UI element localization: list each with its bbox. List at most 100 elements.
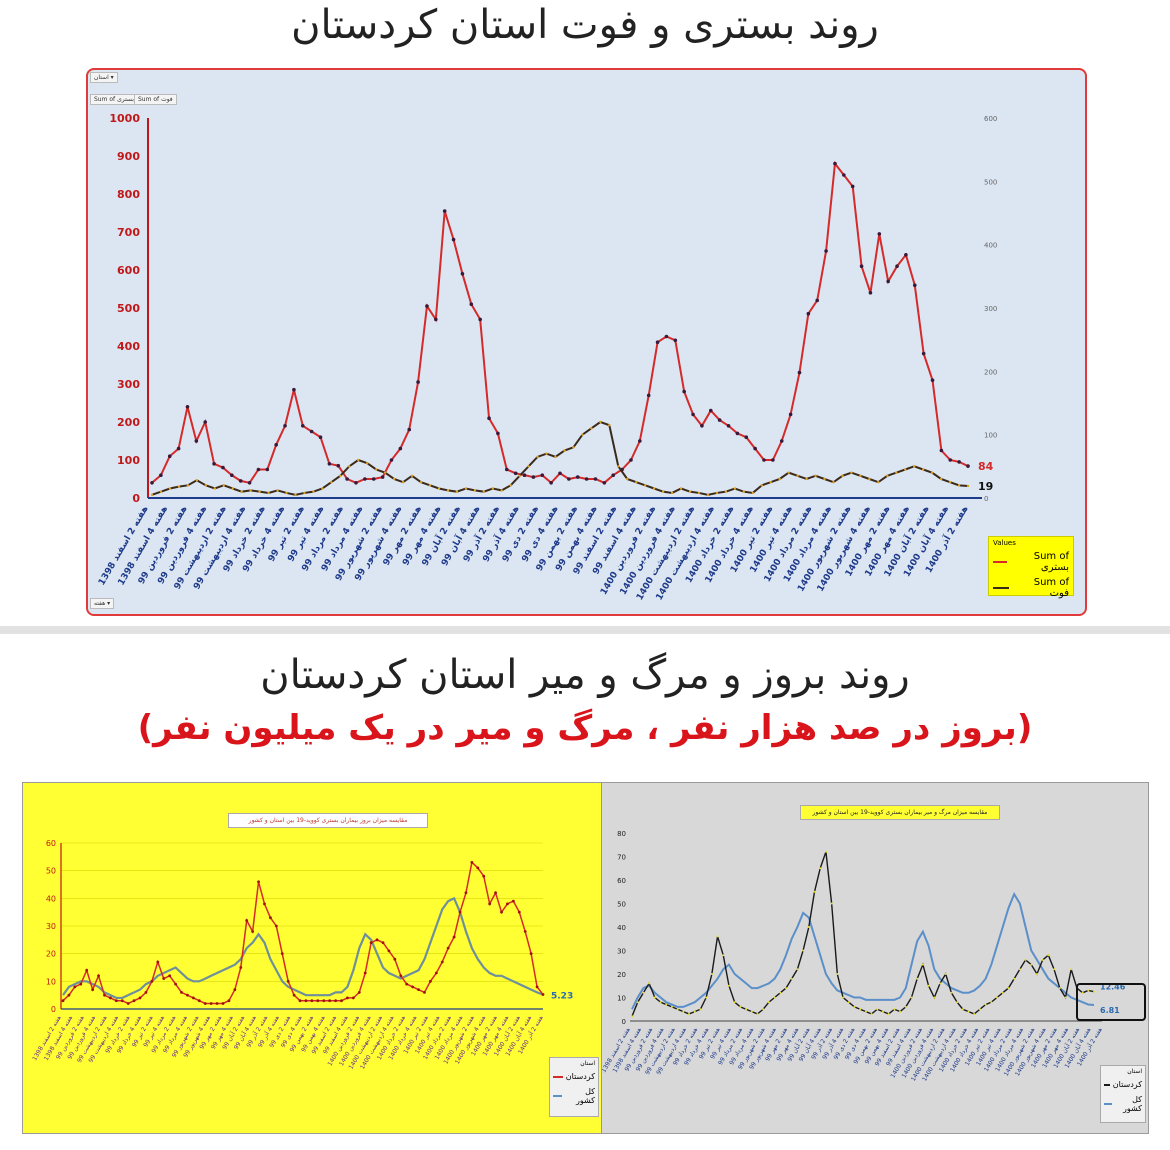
data-point-hospitalized bbox=[238, 479, 243, 483]
data-point-kurdistan bbox=[322, 999, 326, 1003]
data-point-kurdistan bbox=[705, 996, 708, 999]
data-point-hospitalized bbox=[425, 304, 429, 308]
week-filter-button[interactable]: هفته ▾ bbox=[90, 598, 115, 609]
series-line-kurdistan bbox=[631, 851, 1095, 1017]
data-point-kurdistan bbox=[1001, 991, 1004, 994]
data-point-hospitalized bbox=[540, 473, 545, 478]
data-point-kurdistan bbox=[292, 993, 296, 997]
y-tick-label-left: 200 bbox=[117, 416, 140, 429]
data-point-deaths bbox=[348, 465, 351, 468]
data-point-hospitalized bbox=[327, 462, 332, 466]
data-point-deaths bbox=[357, 458, 360, 462]
data-point-kurdistan bbox=[215, 1002, 219, 1005]
data-point-kurdistan bbox=[73, 985, 77, 989]
data-point-kurdistan bbox=[529, 952, 533, 956]
data-point-kurdistan bbox=[67, 993, 71, 997]
data-point-deaths bbox=[509, 484, 512, 487]
data-point-hospitalized bbox=[744, 435, 749, 440]
main-title: روند بستری و فوت استان کردستان bbox=[291, 2, 879, 48]
y-tick-label: 70 bbox=[617, 854, 626, 862]
data-point-kurdistan bbox=[978, 1008, 981, 1011]
data-point-kurdistan bbox=[334, 999, 337, 1003]
data-point-deaths bbox=[410, 474, 414, 478]
data-point-deaths bbox=[159, 490, 163, 493]
data-point-kurdistan bbox=[699, 1008, 702, 1011]
data-point-kurdistan bbox=[517, 910, 521, 914]
data-point-deaths bbox=[850, 471, 853, 474]
data-point-deaths bbox=[177, 485, 181, 488]
data-point-kurdistan bbox=[257, 880, 260, 884]
data-point-deaths bbox=[545, 452, 548, 455]
data-point-hospitalized bbox=[300, 424, 305, 428]
data-point-deaths bbox=[733, 487, 737, 490]
data-point-hospitalized bbox=[611, 473, 616, 478]
data-point-kurdistan bbox=[990, 1001, 993, 1004]
y-tick-label: 10 bbox=[46, 977, 56, 986]
data-point-deaths bbox=[401, 480, 405, 484]
data-point-kurdistan bbox=[97, 974, 100, 978]
data-point-deaths bbox=[886, 474, 889, 478]
y-tick-label: 50 bbox=[617, 901, 626, 909]
data-point-kurdistan bbox=[1024, 958, 1027, 961]
data-point-hospitalized bbox=[726, 424, 731, 428]
data-point-kurdistan bbox=[756, 1012, 759, 1015]
y-tick-label: 60 bbox=[46, 839, 56, 848]
data-point-kurdistan bbox=[762, 1008, 765, 1011]
y-tick-label: 20 bbox=[46, 950, 56, 959]
data-point-kurdistan bbox=[458, 910, 462, 914]
chart-title: مقایسه میزان بروز بیماران بستری کووید-19… bbox=[228, 813, 428, 828]
data-point-kurdistan bbox=[956, 1001, 959, 1004]
data-point-hospitalized bbox=[842, 173, 846, 177]
data-point-kurdistan bbox=[381, 941, 385, 944]
data-point-deaths bbox=[330, 480, 333, 484]
data-point-deaths bbox=[168, 487, 172, 490]
data-point-kurdistan bbox=[340, 999, 343, 1003]
y-tick-label-right: 400 bbox=[984, 242, 997, 250]
data-point-kurdistan bbox=[779, 991, 782, 994]
end-label-country: 6.81 bbox=[1100, 1006, 1120, 1015]
data-point-kurdistan bbox=[446, 946, 450, 950]
data-point-kurdistan bbox=[887, 1012, 890, 1015]
data-point-deaths bbox=[249, 489, 252, 492]
data-point-hospitalized bbox=[806, 311, 811, 316]
data-point-kurdistan bbox=[263, 902, 266, 906]
data-point-kurdistan bbox=[693, 1010, 696, 1013]
section-divider bbox=[0, 626, 1170, 634]
data-point-kurdistan bbox=[286, 979, 290, 983]
data-point-deaths bbox=[832, 480, 835, 484]
data-point-kurdistan bbox=[511, 899, 515, 903]
data-point-kurdistan bbox=[298, 999, 302, 1003]
data-point-hospitalized bbox=[602, 481, 607, 485]
data-point-kurdistan bbox=[393, 957, 397, 961]
data-point-hospitalized bbox=[345, 477, 349, 481]
y-tick-label: 80 bbox=[617, 830, 626, 838]
series-line-deaths bbox=[151, 420, 969, 496]
data-point-hospitalized bbox=[185, 405, 190, 409]
data-point-kurdistan bbox=[876, 1008, 879, 1011]
data-point-deaths bbox=[670, 491, 674, 495]
field-button[interactable]: Sum of فوت bbox=[134, 94, 177, 105]
data-point-hospitalized bbox=[930, 378, 935, 383]
data-point-hospitalized bbox=[159, 473, 163, 478]
data-point-kurdistan bbox=[819, 867, 822, 870]
data-point-deaths bbox=[563, 449, 566, 452]
legend-item-country: کل کشور bbox=[550, 1084, 598, 1108]
filter-button[interactable]: استان ▾ bbox=[90, 72, 118, 83]
data-point-kurdistan bbox=[304, 999, 308, 1003]
legend: Values Sum of بستری Sum of فوت bbox=[988, 536, 1074, 599]
data-point-kurdistan bbox=[716, 935, 719, 938]
legend-swatch bbox=[993, 587, 1009, 589]
data-point-deaths bbox=[464, 487, 468, 490]
data-point-kurdistan bbox=[399, 974, 403, 978]
data-point-kurdistan bbox=[180, 991, 183, 994]
data-point-kurdistan bbox=[482, 874, 486, 878]
data-point-deaths bbox=[554, 455, 557, 459]
data-point-kurdistan bbox=[864, 1010, 867, 1013]
data-point-deaths bbox=[383, 471, 387, 474]
data-point-deaths bbox=[527, 465, 530, 468]
data-point-kurdistan bbox=[813, 890, 816, 893]
data-point-kurdistan bbox=[245, 919, 249, 922]
data-point-deaths bbox=[374, 468, 378, 471]
legend-swatch bbox=[1104, 1083, 1110, 1086]
data-point-kurdistan bbox=[357, 991, 361, 994]
